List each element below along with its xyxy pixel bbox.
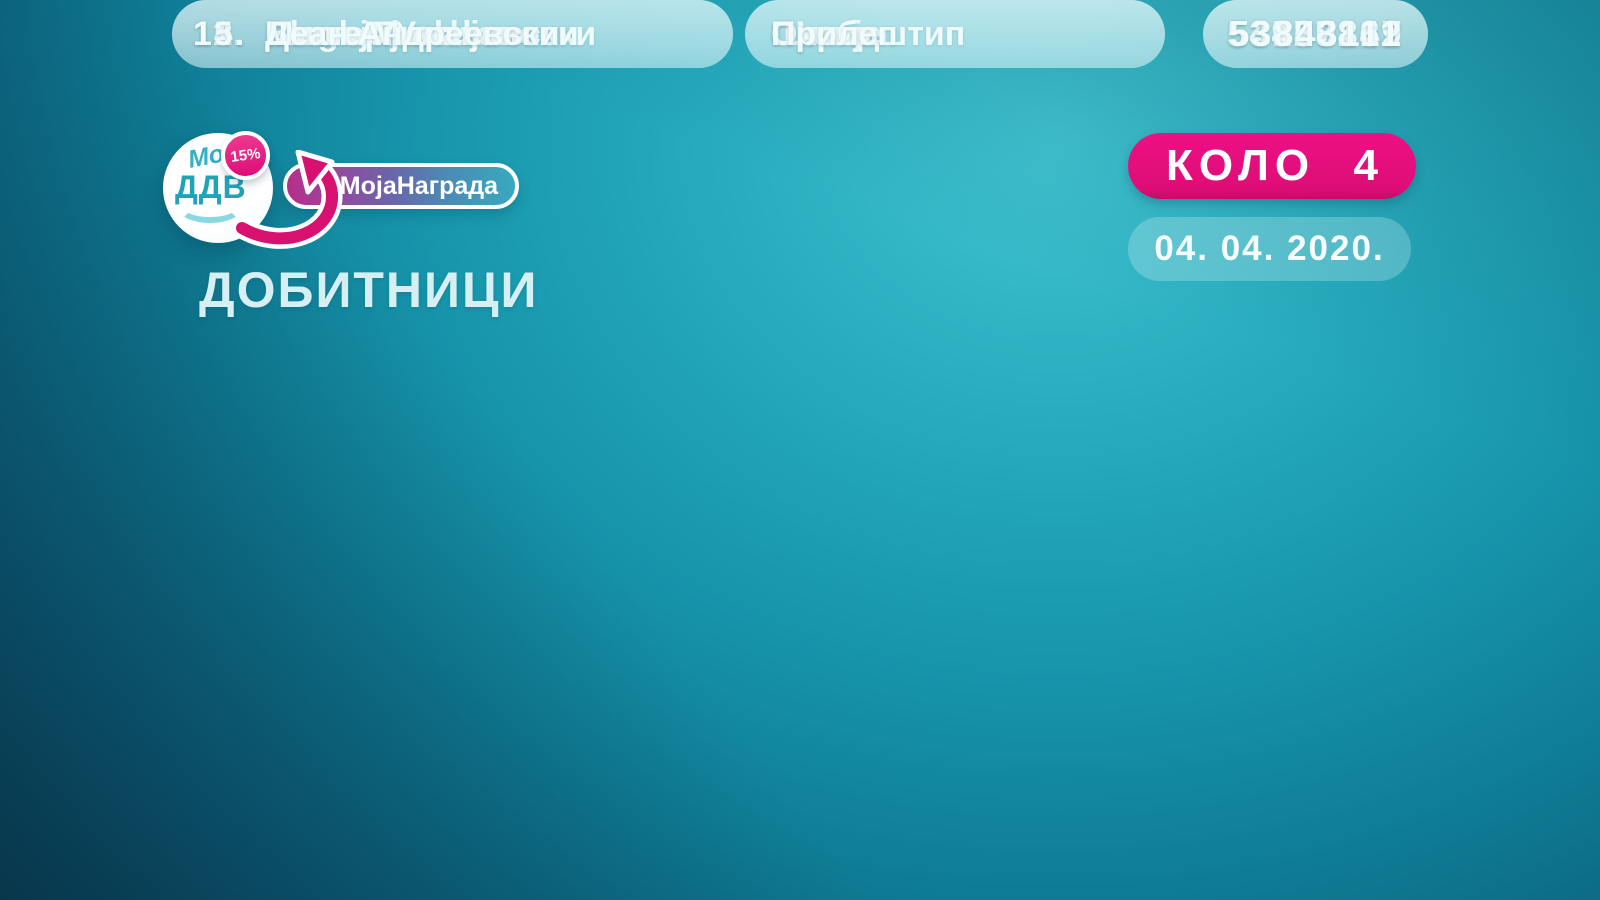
- winner-name-pill: 11. Blagoj Tundzov: [172, 0, 733, 68]
- winner-ticket-number: 53527289: [1227, 13, 1403, 55]
- winner-city: Скопје: [771, 15, 882, 54]
- page-title: ДОБИТНИЦИ: [199, 262, 539, 318]
- winner-ticket-number: 54170867: [1227, 13, 1403, 55]
- winner-name: Faruk Ajrulahu: [265, 15, 504, 54]
- winner-ticket-pill: 54170867: [1203, 0, 1428, 68]
- winner-name-pill: 12. Faruk Ajrulahu: [172, 0, 733, 68]
- draw-date: 04. 04. 2020.: [1154, 229, 1385, 268]
- winner-name: Blagoj Tundzov: [265, 15, 516, 54]
- winner-ticket-pill: 53843111: [1203, 0, 1428, 68]
- winner-row: 15. Деан Андреевски Прилеп 53843111: [0, 0, 1600, 68]
- round-badge: КОЛО 4: [1128, 133, 1416, 199]
- winner-rank: 14.: [193, 15, 251, 54]
- winner-row: 11. Blagoj Tundzov Штип 54170867: [0, 0, 1600, 68]
- winner-rank: 15.: [193, 14, 247, 53]
- winner-city-pill: Прилеп: [745, 0, 1165, 68]
- winner-ticket-number: 53843111: [1229, 13, 1402, 54]
- winner-city-pill: Штип: [745, 0, 1165, 68]
- winner-ticket-pill: 53458862: [1203, 0, 1428, 68]
- winner-name-pill: 15. Деан Андреевски: [172, 0, 733, 68]
- winner-row: 13. Виктор Устијаноски Охрид 53989142: [0, 0, 1600, 68]
- winner-city-pill: Скопје: [745, 0, 1165, 68]
- winner-row: 12. Faruk Ajrulahu Скопје 53527289: [0, 0, 1600, 68]
- winner-ticket-pill: 53989142: [1203, 0, 1428, 68]
- winner-name-pill: 14. Мише Милановски: [172, 0, 733, 68]
- winner-name: Виктор Устијаноски: [265, 15, 596, 54]
- winner-name: Мише Милановски: [265, 15, 579, 54]
- winner-rank: 11.: [193, 15, 251, 54]
- winner-ticket-number: 53458862: [1227, 13, 1403, 55]
- winner-name: Деан Андреевски: [265, 14, 560, 53]
- winner-rank: 12.: [193, 15, 251, 54]
- winner-name-pill: 13. Виктор Устијаноски: [172, 0, 733, 68]
- smile-icon: [178, 193, 242, 223]
- winner-ticket-number: 53989142: [1227, 13, 1403, 55]
- winner-city-pill: Пробиштип: [745, 0, 1165, 68]
- date-badge: 04. 04. 2020.: [1128, 217, 1411, 281]
- round-number: 4: [1353, 141, 1384, 190]
- winner-city: Пробиштип: [771, 15, 965, 54]
- winner-rank: 13.: [193, 15, 251, 54]
- winner-city-pill: Охрид: [745, 0, 1165, 68]
- round-label: КОЛО: [1166, 141, 1316, 190]
- winner-ticket-pill: 53527289: [1203, 0, 1428, 68]
- winner-city: Штип: [771, 15, 863, 54]
- winner-row: 14. Мише Милановски Пробиштип 53458862: [0, 0, 1600, 68]
- percent-badge-label: 15%: [229, 144, 262, 167]
- winner-city: Прилеп: [771, 14, 898, 53]
- winner-city: Охрид: [771, 15, 880, 54]
